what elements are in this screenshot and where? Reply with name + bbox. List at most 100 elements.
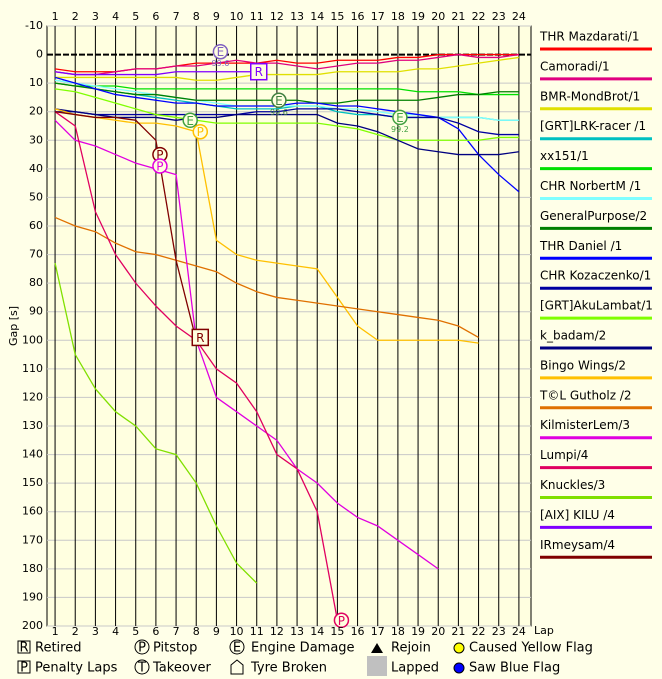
legend-label: [GRT]AkuLambat/1 xyxy=(540,299,653,313)
plot-area xyxy=(46,25,532,627)
x-tick-label: 16 xyxy=(351,10,365,23)
legend-label: [GRT]LRK-racer /1 xyxy=(540,119,646,133)
x-tick-label: 18 xyxy=(391,10,405,23)
x-tick-label: 21 xyxy=(451,625,465,638)
x-tick-label: 12 xyxy=(270,625,284,638)
event-marker xyxy=(392,109,408,126)
y-axis-label: Gap [s] xyxy=(7,306,20,346)
legend-label: Pitstop xyxy=(153,641,197,656)
legend-label: CHR Kozaczenko/1 xyxy=(540,269,651,283)
x-tick-label: 14 xyxy=(310,10,324,23)
legend-label: xx151/1 xyxy=(540,149,589,163)
series-line xyxy=(54,71,257,76)
legend-label: Rejoin xyxy=(391,641,431,656)
series-line xyxy=(54,108,479,344)
legend-label: Camoradi/1 xyxy=(540,59,610,73)
x-tick-label: 15 xyxy=(330,625,344,638)
event-symbol: P xyxy=(156,148,163,162)
x-tick-label: 12 xyxy=(270,10,284,23)
x-tick-label: 24 xyxy=(512,10,526,23)
legend-symbol: P xyxy=(138,641,146,656)
x-tick-label: 8 xyxy=(193,10,200,23)
series-line xyxy=(54,79,519,121)
legend-label: k_badam/2 xyxy=(540,329,606,343)
event-symbol: P xyxy=(197,125,204,139)
event-marker xyxy=(212,43,229,60)
x-tick-label: 21 xyxy=(451,10,465,23)
y-tick-label: 160 xyxy=(22,505,43,518)
x-tick-label: 10 xyxy=(230,625,244,638)
legend-symbol: T xyxy=(137,661,146,676)
y-tick-label: 70 xyxy=(29,248,43,261)
x-tick-label: 19 xyxy=(411,10,425,23)
event-symbol: E xyxy=(275,94,283,108)
y-tick-label: 80 xyxy=(29,276,43,289)
y-tick-label: 200 xyxy=(22,619,43,632)
x-tick-label: 17 xyxy=(371,10,385,23)
y-tick-label: 20 xyxy=(29,105,43,118)
legend-label: Bingo Wings/2 xyxy=(540,358,626,372)
series-line xyxy=(54,263,258,584)
y-tick-label: 140 xyxy=(22,448,43,461)
x-tick-label: 19 xyxy=(411,625,425,638)
event-marker xyxy=(191,328,210,347)
legend-label: Penalty Laps xyxy=(35,661,118,676)
legend-label: CHR NorbertM /1 xyxy=(540,179,641,193)
series-line xyxy=(54,119,439,570)
y-tick-label: 40 xyxy=(29,162,43,175)
event-symbol: E xyxy=(396,111,404,125)
y-tick-label: -10 xyxy=(25,19,43,32)
x-tick-label: 20 xyxy=(431,10,445,23)
y-tick-label: 0 xyxy=(36,48,43,61)
series-line xyxy=(55,108,519,136)
x-tick-label: 17 xyxy=(371,625,385,638)
x-tick-label: 10 xyxy=(230,10,244,23)
x-tick-label: 9 xyxy=(213,10,220,23)
series-line xyxy=(54,82,519,96)
y-tick-label: 110 xyxy=(22,362,43,375)
event-note: 99.2 xyxy=(391,125,409,134)
series-line xyxy=(54,53,519,76)
y-tick-label: 130 xyxy=(22,419,43,432)
y-tick-label: 100 xyxy=(22,333,43,346)
event-symbol: R xyxy=(255,65,263,79)
legend-label: [AIX] KILU /4 xyxy=(540,508,615,522)
x-tick-label: 16 xyxy=(351,625,365,638)
x-tick-label: 1 xyxy=(52,625,59,638)
series-legend: THR Mazdarati/1 Camoradi/1 BMR-MondBrot/1 [… xyxy=(539,30,653,559)
legend-label: Retired xyxy=(35,641,81,656)
x-tick-label: 23 xyxy=(492,10,506,23)
x-tick-label: 6 xyxy=(152,625,159,638)
x-axis-label: Lap xyxy=(534,624,554,637)
legend-symbol: R xyxy=(19,641,28,656)
event-symbol: P xyxy=(338,614,345,628)
x-tick-label: 7 xyxy=(173,10,180,23)
legend-label: THR Daniel /1 xyxy=(539,239,622,253)
y-tick-label: 180 xyxy=(22,562,43,575)
event-symbol: P xyxy=(156,160,163,174)
legend-symbol: P xyxy=(20,661,28,676)
x-tick-label: 11 xyxy=(250,10,264,23)
legend-label: BMR-MondBrot/1 xyxy=(540,89,640,103)
y-tick-label: 50 xyxy=(29,190,43,203)
series-line xyxy=(54,108,519,156)
x-tick-label: 5 xyxy=(132,625,139,638)
event-note: 99.6 xyxy=(270,108,288,117)
series-line xyxy=(54,82,519,104)
y-tick-label: 60 xyxy=(29,219,43,232)
event-symbol: R xyxy=(196,331,204,345)
x-tick-label: 14 xyxy=(310,625,324,638)
event-marker xyxy=(333,612,350,629)
legend-label: Engine Damage xyxy=(251,641,355,656)
legend-label: Caused Yellow Flag xyxy=(469,641,593,656)
x-tick-label: 9 xyxy=(213,625,220,638)
legend-symbol: E xyxy=(233,641,241,656)
legend-label: Lapped xyxy=(391,661,439,676)
series-line xyxy=(54,76,520,193)
y-tick-label: 170 xyxy=(22,533,43,546)
x-tick-label: 5 xyxy=(132,10,139,23)
x-tick-label: 3 xyxy=(92,625,99,638)
series-line xyxy=(54,216,479,338)
x-tick-label: 22 xyxy=(472,625,486,638)
legend-label: KilmisterLem/3 xyxy=(540,418,630,432)
